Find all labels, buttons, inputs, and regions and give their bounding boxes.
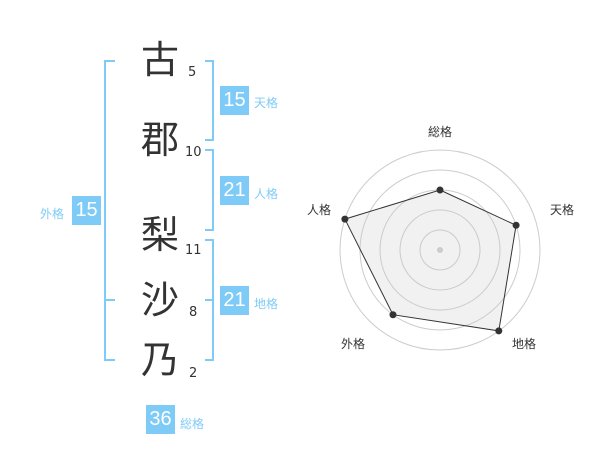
stroke-count: 8 (189, 305, 198, 320)
soukaku-label: 総格 (180, 417, 205, 431)
radar-axis-label: 地格 (512, 337, 537, 351)
jinkaku-value: 21 (220, 176, 249, 205)
name-char: 郡 (140, 118, 179, 162)
gaikaku-label: 外格 (40, 207, 65, 221)
radar-point (436, 186, 444, 194)
radar-axis-label: 総格 (428, 125, 453, 139)
radar-center (437, 247, 443, 253)
tenkaku-value: 15 (220, 86, 249, 115)
radar-chart (339, 149, 541, 351)
stroke-count: 11 (185, 243, 202, 258)
name-char: 乃 (140, 338, 179, 382)
tenkaku-label: 天格 (254, 96, 279, 110)
radar-axis-label: 天格 (550, 203, 575, 217)
name-char: 梨 (140, 213, 179, 257)
stroke-count: 2 (189, 366, 198, 381)
radar-ring (419, 229, 461, 271)
name-char: 沙 (140, 278, 179, 322)
soukaku-value: 36 (146, 405, 175, 434)
radar-axis-label: 人格 (307, 203, 332, 217)
radar-area (344, 189, 517, 332)
radar-point (495, 327, 503, 335)
stroke-count: 5 (188, 65, 197, 80)
stroke-count: 10 (185, 145, 202, 160)
radar-point (389, 311, 397, 319)
radar-ring (339, 149, 541, 351)
chikaku-value: 21 (220, 286, 249, 315)
name-char: 古 (140, 38, 179, 82)
radar-ring (399, 209, 481, 291)
chikaku-label: 地格 (254, 297, 279, 311)
radar-axis-label: 外格 (341, 337, 366, 351)
jinkaku-label: 人格 (254, 187, 279, 201)
gaikaku-value: 15 (72, 196, 101, 225)
radar-point (512, 221, 520, 229)
radar-point (341, 215, 349, 223)
